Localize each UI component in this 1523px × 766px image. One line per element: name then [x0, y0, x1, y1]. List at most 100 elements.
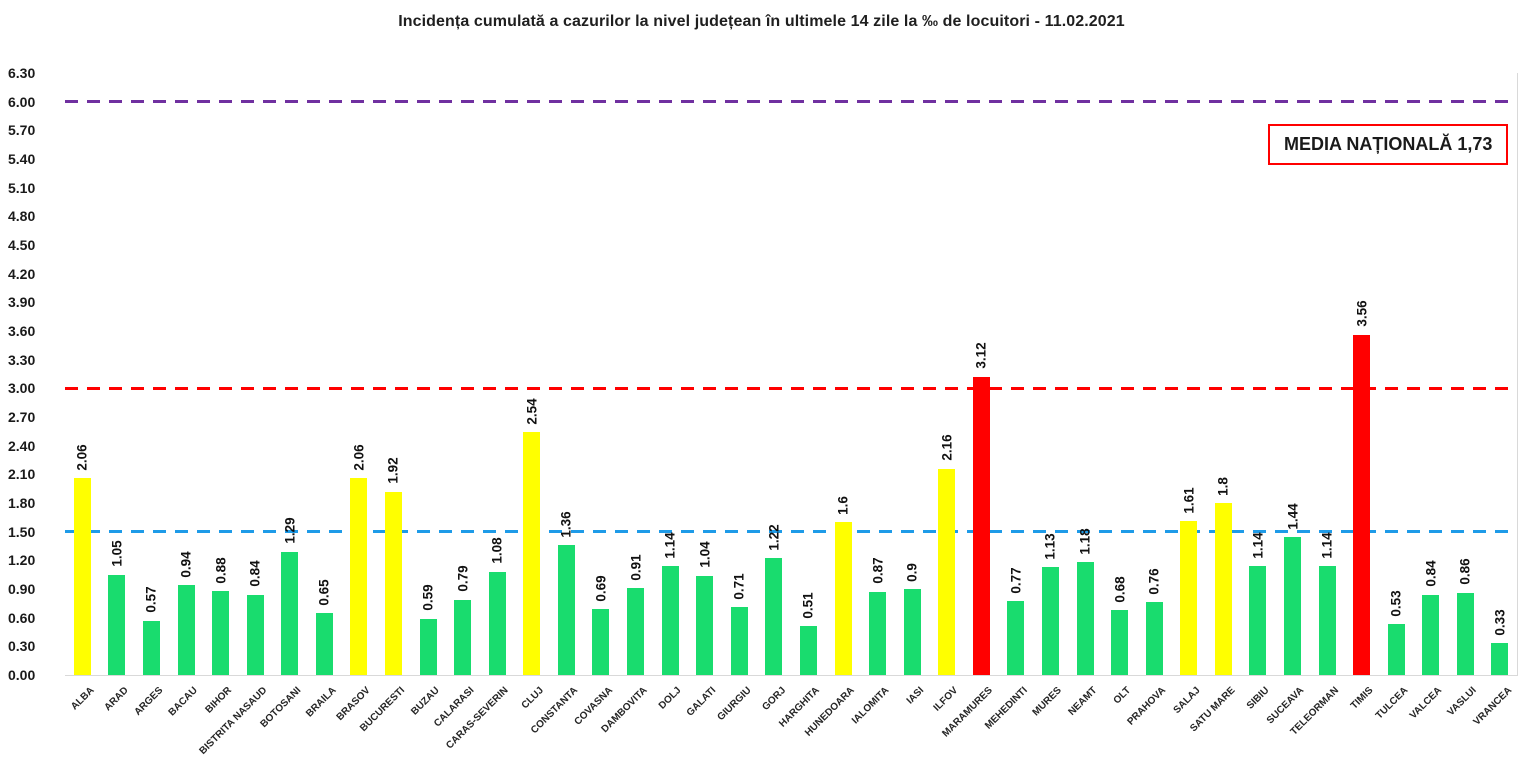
bar	[1076, 562, 1094, 675]
bar-column: 0.87 IALOMITA	[850, 73, 895, 727]
bar-column: 0.69 COVASNA	[572, 73, 619, 728]
refline-6.00	[65, 100, 1517, 104]
bar	[765, 558, 783, 675]
bar-value-label: 2.06	[74, 444, 90, 471]
x-axis-label: BRAILA	[303, 685, 339, 720]
y-axis-tick-label: 2.10	[8, 466, 36, 483]
bar-value-label: 1.22	[766, 524, 782, 551]
bar	[903, 589, 921, 675]
bar	[799, 626, 817, 675]
bar-column: 2.16 ILFOV	[929, 73, 964, 714]
bar	[938, 468, 956, 675]
bar-value-label: 0.71	[731, 573, 747, 600]
bar	[1180, 521, 1198, 675]
national-average-box: MEDIA NAȚIONALĂ 1,73	[1268, 124, 1509, 165]
bar-value-label: 1.8	[1215, 476, 1231, 496]
bar-value-label: 1.29	[282, 517, 298, 544]
bar-value-label: 0.9	[904, 562, 920, 582]
y-axis-tick-label: 3.00	[8, 380, 36, 397]
bar-column: 1.14 SIBIU	[1241, 73, 1276, 712]
bar-value-label: 1.14	[1250, 532, 1266, 559]
bar	[869, 591, 887, 675]
bar-value-label: 1.14	[1319, 532, 1335, 559]
x-axis-label: TULCEA	[1373, 685, 1411, 722]
x-axis-label: OLT	[1112, 685, 1134, 707]
x-axis-label: BACAU	[166, 685, 200, 719]
x-axis-label: VASLUI	[1446, 685, 1480, 719]
bar-column: 0.86 VASLUI	[1446, 73, 1483, 718]
bar-column: 1.05 ARAD	[100, 73, 135, 714]
bar-column: 1.61 SALAJ	[1172, 73, 1207, 716]
bar-value-label: 0.87	[870, 557, 886, 585]
x-axis-label: IASI	[904, 685, 926, 707]
y-axis-tick-label: 1.50	[8, 523, 36, 540]
y-axis-tick-label: 5.10	[8, 179, 36, 196]
bar-value-label: 0.51	[800, 592, 816, 619]
x-axis-label: NEAMT	[1065, 685, 1099, 718]
y-axis-tick-label: 4.50	[8, 237, 36, 253]
bar	[1318, 566, 1336, 675]
bar-value-label: 0.57	[143, 586, 159, 613]
y-axis-tick-label: 1.80	[8, 495, 36, 511]
bar-value-label: 1.6	[835, 495, 851, 515]
bar-value-label: 0.91	[628, 554, 644, 581]
bar-column: 3.12 MARAMURES	[941, 73, 999, 740]
bar-column: 2.06 ALBA	[65, 73, 100, 712]
x-axis-label: VALCEA	[1408, 685, 1445, 722]
y-axis-tick-label: 4.80	[8, 208, 36, 225]
x-axis-label: DOLJ	[657, 685, 684, 712]
y-axis-tick-label: 0.30	[8, 638, 36, 655]
refline-3.00	[65, 386, 1517, 390]
bar-column: 1.6 HUNEDOARA	[803, 73, 861, 739]
bar	[592, 609, 610, 675]
bar	[454, 599, 472, 675]
chart-title: Incidența cumulată a cazurilor la nivel …	[398, 13, 1125, 30]
bar	[1214, 503, 1232, 675]
bar-value-label: 0.59	[420, 584, 436, 611]
bar-value-label: 1.14	[662, 532, 678, 559]
bar-value-label: 0.84	[1423, 560, 1439, 587]
bar	[488, 571, 506, 675]
bar-value-label: 1.08	[489, 537, 505, 565]
bar	[1111, 610, 1129, 675]
bar	[73, 478, 91, 675]
bar	[281, 551, 299, 675]
y-axis-tick-label: 2.70	[8, 409, 36, 425]
bar-value-label: 2.54	[524, 398, 540, 425]
bar-value-label: 0.33	[1492, 609, 1508, 636]
bar-column: 0.9 IASI	[895, 73, 930, 707]
bar-value-label: 0.86	[1457, 558, 1473, 586]
x-axis-label: BUZAU	[409, 685, 442, 718]
bar	[212, 590, 230, 675]
bar	[557, 545, 575, 675]
bar-value-label: 0.88	[213, 556, 229, 584]
bar	[1007, 601, 1025, 675]
bar	[246, 594, 264, 675]
bar-column: 0.84 VALCEA	[1408, 73, 1449, 722]
bar-column: 0.57 ARGES	[132, 73, 169, 718]
x-axis-label: CARAS-SEVERIN	[444, 685, 512, 752]
bar-column: 0.68 OLT	[1102, 73, 1137, 706]
bar-column: 1.14 TELEORMAN	[1288, 73, 1345, 738]
bar	[1456, 592, 1474, 675]
x-axis-label: GORJ	[759, 685, 788, 713]
bar-value-label: 1.18	[1077, 528, 1093, 555]
y-axis-tick-label: 3.60	[8, 323, 36, 339]
bar-value-label: 2.06	[351, 444, 367, 471]
bar-value-label: 0.94	[178, 551, 194, 578]
bar	[108, 574, 126, 675]
bar	[1422, 594, 1440, 675]
bar-column: 0.77 MEHEDINTI	[983, 73, 1034, 731]
x-axis-label: ARGES	[132, 685, 166, 718]
bar-column: 0.51 HARGHITA	[778, 73, 826, 729]
bar	[972, 376, 990, 675]
plot-area: 2.06 ALBA 1.05 ARAD 0.57 ARGES 0.94 BACAU 0.88 BI…	[65, 73, 1518, 757]
bar-column: 0.33 VRANCEA	[1471, 73, 1518, 727]
refline-1.50	[65, 530, 1517, 534]
bar-value-label: 0.77	[1008, 567, 1024, 594]
bar-column: 0.84 BISTRITA NASAUD	[197, 73, 273, 757]
bar-value-label: 1.61	[1181, 487, 1197, 514]
bar-column: 0.91 DAMBOVITA	[599, 73, 653, 735]
bar-column: 1.14 DOLJ	[653, 73, 688, 712]
